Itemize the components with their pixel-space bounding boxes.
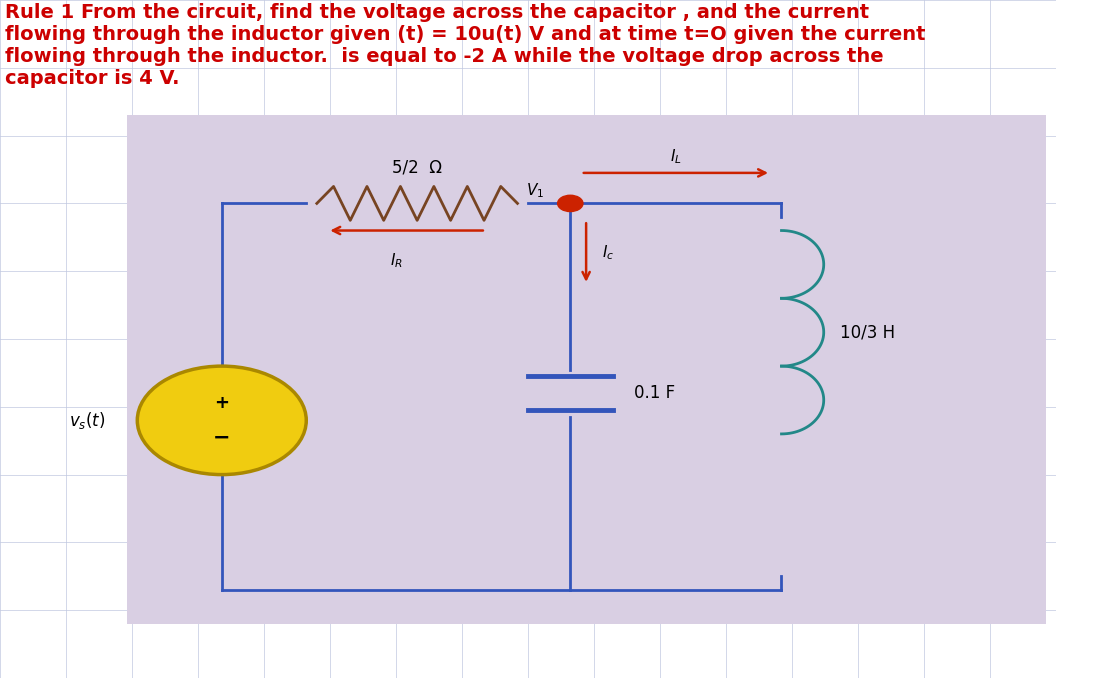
Text: +: + <box>214 395 229 412</box>
Bar <box>127 115 1046 624</box>
Text: $V_1$: $V_1$ <box>526 181 543 200</box>
Text: −: − <box>213 427 231 447</box>
Text: 10/3 H: 10/3 H <box>839 323 895 341</box>
Text: $I_L$: $I_L$ <box>670 147 682 166</box>
Text: $I_R$: $I_R$ <box>389 251 403 270</box>
Text: Rule 1 From the circuit, find the voltage across the capacitor , and the current: Rule 1 From the circuit, find the voltag… <box>6 3 926 88</box>
Circle shape <box>137 366 306 475</box>
Circle shape <box>558 195 583 212</box>
Text: $I_c$: $I_c$ <box>602 243 614 262</box>
Text: $v_s(t)$: $v_s(t)$ <box>69 410 106 431</box>
Text: 5/2  Ω: 5/2 Ω <box>392 158 442 176</box>
Text: 0.1 F: 0.1 F <box>634 384 675 402</box>
